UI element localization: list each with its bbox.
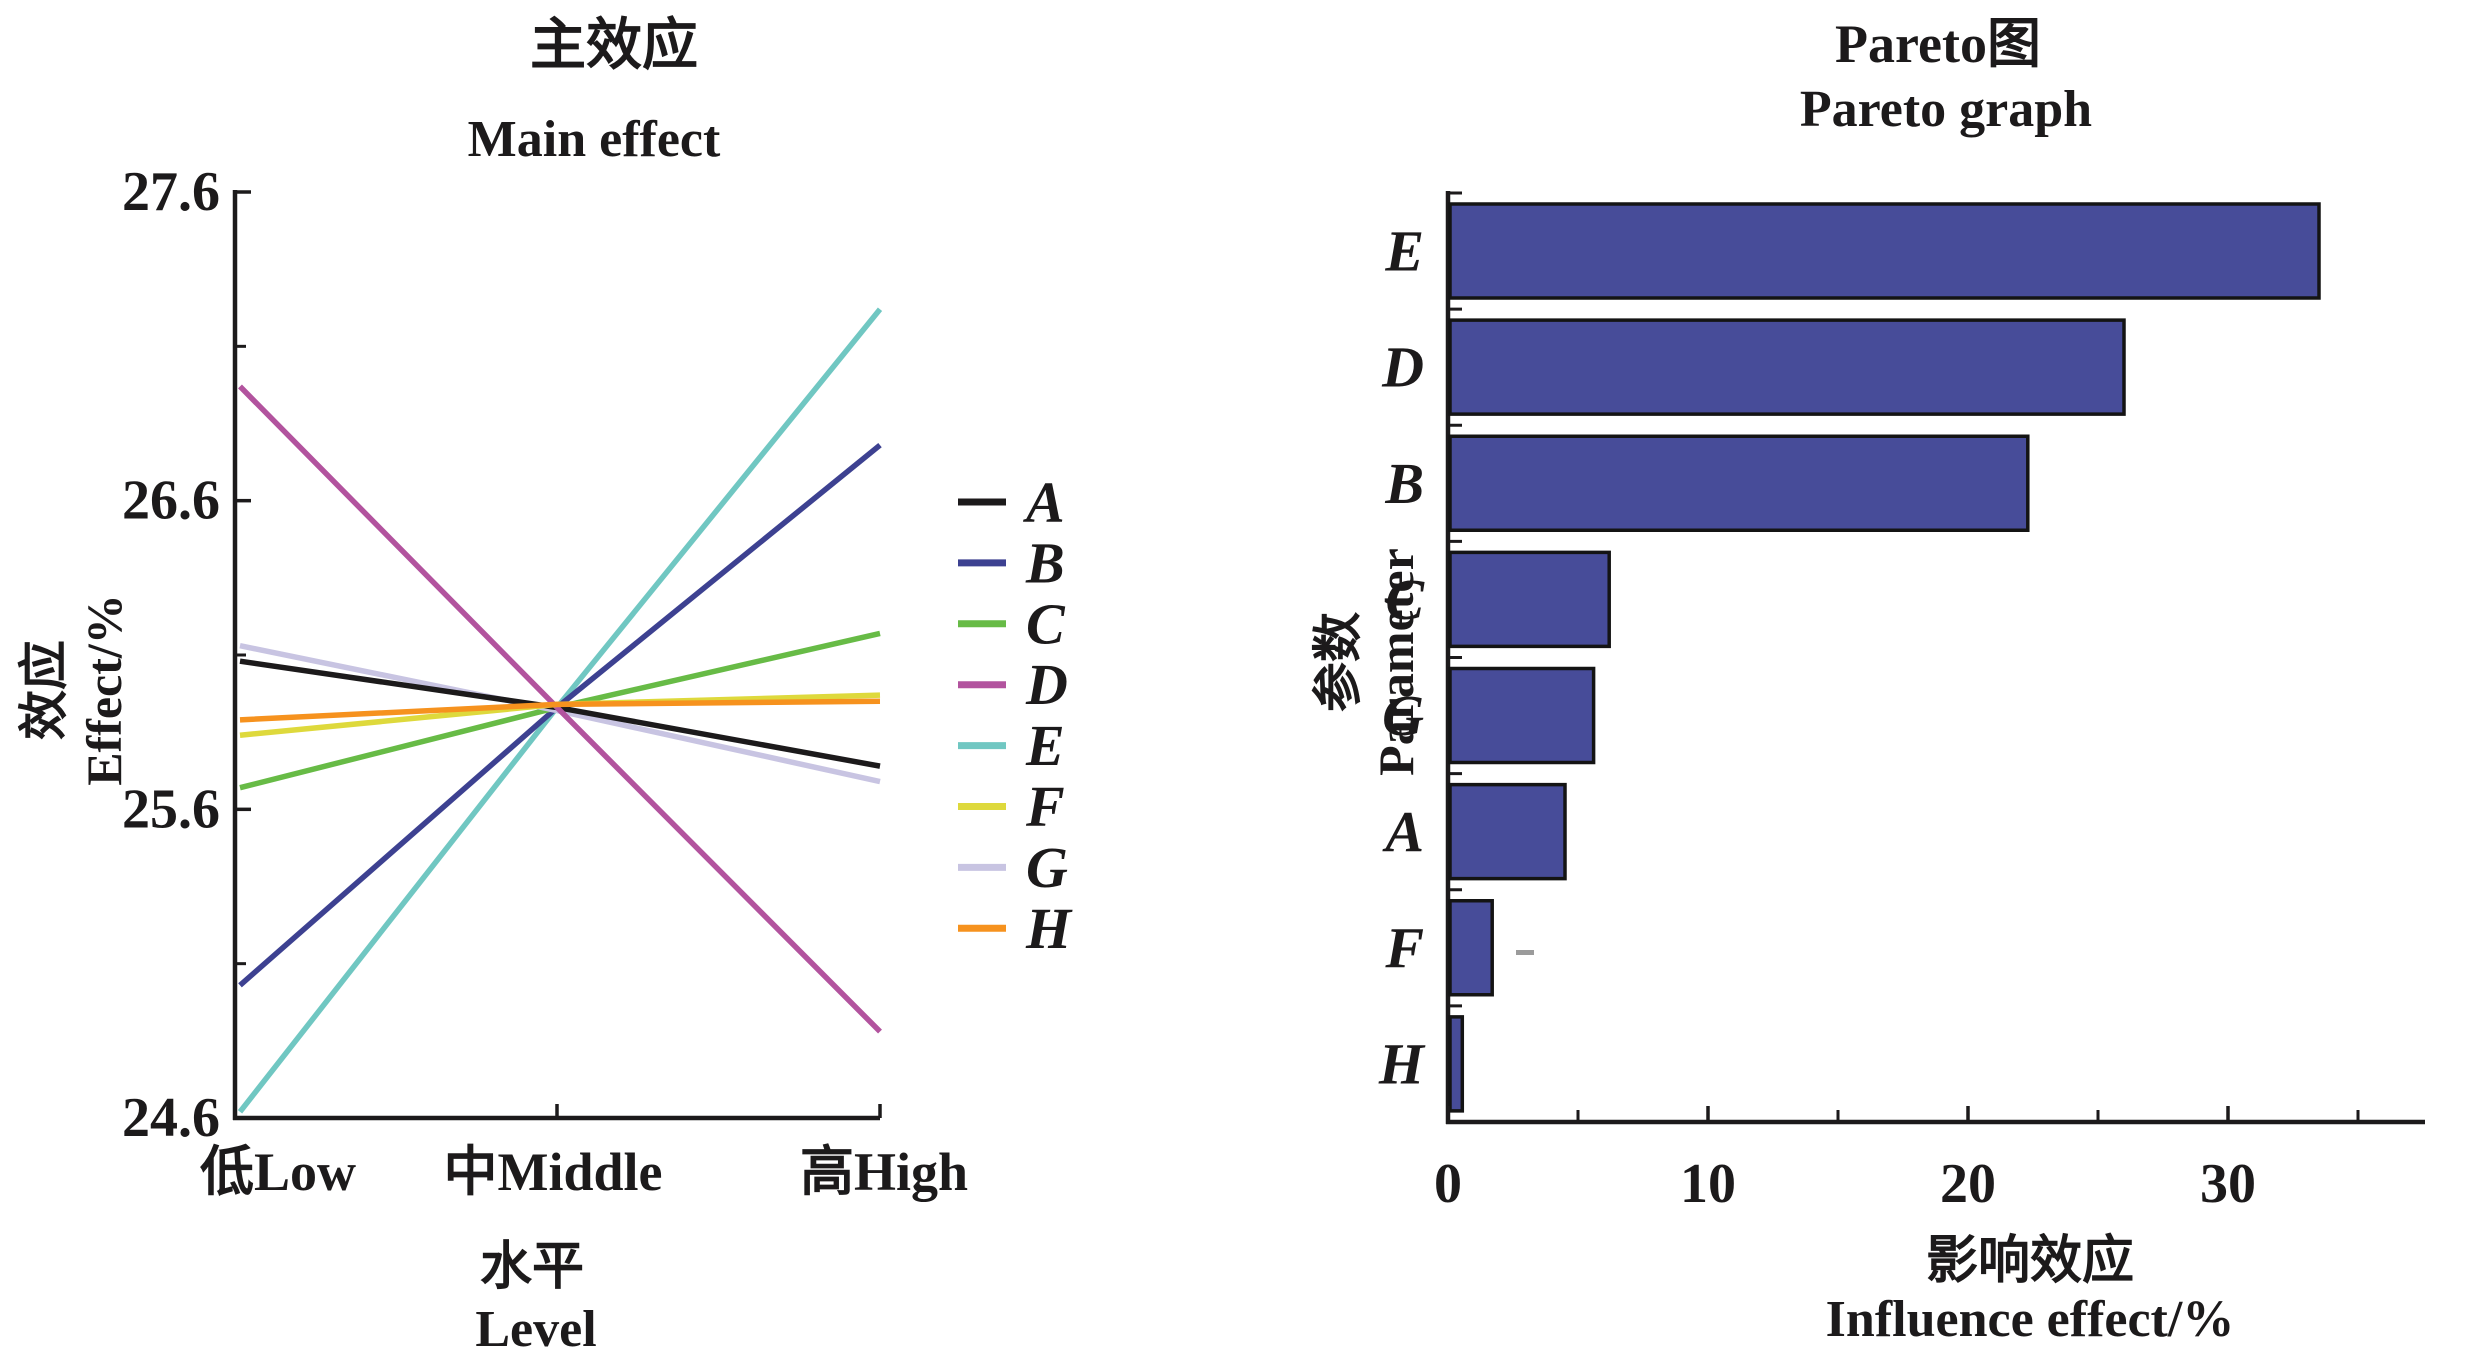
legend-label-D: D: [1025, 652, 1068, 717]
bar-label-H: H: [1378, 1031, 1426, 1096]
bar-label-B: B: [1384, 451, 1424, 516]
pareto-y-axis-label-zh: 参数: [1310, 612, 1366, 712]
bar-A: [1448, 782, 1567, 881]
pareto-title-zh: Pareto图: [1835, 14, 2041, 74]
x-tick-label: 10: [1680, 1153, 1736, 1215]
artifact-dash: [1516, 950, 1534, 955]
bar-B: [1448, 434, 2030, 532]
series-line-D: [238, 384, 882, 1034]
legend-label-F: F: [1025, 774, 1065, 839]
bar-C: [1448, 550, 1611, 649]
y-tick-label: 25.6: [122, 778, 220, 840]
legend-label-E: E: [1025, 713, 1065, 778]
bar-E: [1448, 202, 2321, 300]
legend-label-C: C: [1026, 591, 1066, 656]
main-effect-y-axis-label-en: Effect/%: [76, 594, 132, 786]
bar-F: [1448, 899, 1494, 997]
series-line-H: [239, 698, 881, 723]
y-tick-label: 24.6: [122, 1087, 220, 1149]
x-tick-label: 高High: [800, 1142, 968, 1202]
x-tick-label: 30: [2200, 1153, 2256, 1215]
bar-label-C: C: [1385, 567, 1425, 632]
pareto-x-axis-label-en: Influence effect/%: [1825, 1291, 2235, 1348]
main-effect-x-axis-label-en: Level: [475, 1301, 597, 1356]
x-tick-label: 低Low: [200, 1142, 356, 1202]
legend-label-G: G: [1026, 835, 1068, 900]
main-effect-title-en: Main effect: [467, 111, 721, 168]
bar-label-G: G: [1382, 683, 1424, 748]
bar-G: [1448, 666, 1596, 765]
legend-label-A: A: [1023, 470, 1065, 535]
pareto-title-en: Pareto graph: [1799, 81, 2093, 138]
pareto-x-axis-label-zh: 影响效应: [1925, 1233, 2135, 1290]
bar-label-E: E: [1384, 219, 1424, 284]
x-tick-label: 0: [1434, 1153, 1462, 1215]
y-tick-label: 26.6: [122, 470, 220, 532]
bar-H: [1448, 1015, 1465, 1113]
legend-label-B: B: [1025, 530, 1065, 595]
bar-label-A: A: [1382, 799, 1424, 864]
main-effect-y-axis-label-zh: 效应: [16, 640, 72, 740]
y-tick-label: 27.6: [122, 161, 220, 223]
pareto-y-axis-label-en: Parameter: [1368, 548, 1424, 776]
x-tick-label: 20: [1940, 1153, 1996, 1215]
bar-D: [1448, 318, 2126, 416]
bar-label-F: F: [1384, 915, 1424, 980]
legend-label-H: H: [1025, 896, 1073, 961]
main-effect-x-axis-label-zh: 水平: [479, 1239, 585, 1296]
bar-label-D: D: [1381, 335, 1424, 400]
main-effect-title-zh: 主效应: [530, 15, 698, 77]
x-tick-label: 中Middle: [443, 1142, 662, 1202]
